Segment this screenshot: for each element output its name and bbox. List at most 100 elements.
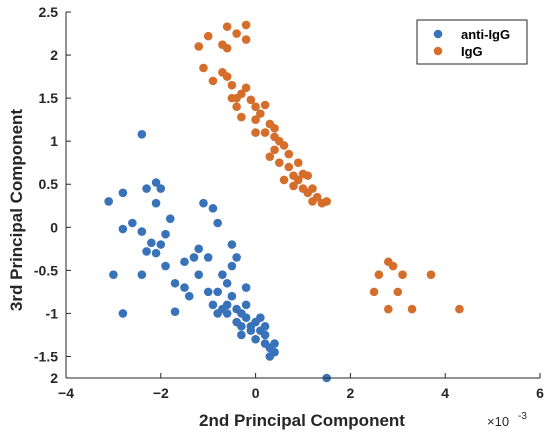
y-tick-label: -1: [46, 305, 59, 321]
y-tick-label: 2.5: [39, 4, 59, 20]
data-point: [374, 270, 384, 279]
data-point: [308, 184, 317, 193]
data-point: [256, 313, 265, 323]
legend-label: anti-IgG: [461, 27, 510, 42]
data-point: [232, 102, 241, 112]
data-point: [142, 184, 151, 193]
data-point: [118, 224, 128, 234]
data-point: [156, 240, 166, 249]
data-point: [156, 184, 166, 193]
data-point: [251, 334, 260, 344]
data-point: [279, 141, 289, 150]
data-point: [241, 20, 251, 30]
data-point: [151, 178, 161, 187]
data-point: [208, 204, 218, 213]
data-point: [199, 63, 208, 73]
data-point: [184, 291, 194, 301]
data-point: [241, 300, 251, 310]
legend: anti-IgG IgG: [416, 19, 528, 65]
data-point: [275, 158, 284, 168]
data-point: [213, 309, 222, 318]
data-point: [237, 322, 246, 331]
data-point: [227, 261, 237, 271]
data-point: [137, 129, 147, 139]
y-tick-label: 2: [50, 47, 58, 63]
data-point: [260, 322, 270, 331]
data-point: [147, 238, 156, 248]
data-point: [260, 128, 270, 137]
data-point: [222, 22, 232, 31]
data-point: [170, 307, 180, 316]
data-point: [189, 253, 199, 262]
data-point: [312, 192, 322, 202]
x-tick-label: 6: [536, 385, 544, 401]
plot-area: [104, 20, 464, 383]
data-point: [142, 247, 151, 256]
legend-marker: [433, 29, 443, 39]
data-point: [194, 270, 204, 279]
data-point: [293, 175, 303, 185]
data-point: [151, 248, 161, 258]
y-tick-label: -1.5: [34, 348, 58, 364]
data-point: [246, 326, 256, 335]
data-point: [227, 80, 237, 90]
data-point: [455, 304, 464, 314]
data-point: [165, 214, 175, 223]
x-axis-label: 2nd Principal Component: [199, 411, 405, 430]
data-point: [251, 128, 260, 137]
x-tick-label: 0: [252, 385, 260, 401]
data-point: [232, 93, 241, 103]
data-point: [227, 291, 237, 301]
series-anti-igg: [104, 129, 332, 383]
data-point: [104, 197, 113, 206]
data-point: [232, 253, 241, 262]
data-point: [213, 218, 222, 228]
data-point: [170, 278, 180, 288]
data-point: [270, 145, 279, 155]
data-point: [270, 339, 279, 348]
y-tick-label: 0.5: [39, 176, 59, 192]
data-point: [251, 115, 260, 124]
data-point: [237, 112, 246, 122]
data-point: [194, 42, 204, 51]
data-point: [251, 102, 260, 112]
data-point: [398, 270, 407, 279]
data-point: [232, 29, 241, 38]
x-exponent-label: ×10: [487, 414, 509, 429]
data-point: [279, 175, 289, 185]
data-point: [241, 83, 251, 93]
data-point: [265, 152, 275, 161]
data-point: [222, 309, 232, 318]
y-tick-label: 2: [50, 370, 58, 386]
x-tick-label: −2: [153, 385, 169, 401]
data-point: [118, 188, 128, 198]
data-point: [118, 309, 128, 318]
data-point: [322, 197, 332, 206]
y-tick-label: 1.5: [39, 90, 59, 106]
data-point: [203, 253, 213, 262]
data-point: [222, 72, 232, 81]
data-point: [426, 270, 436, 279]
data-point: [270, 123, 279, 133]
data-point: [241, 35, 251, 44]
x-tick-label: 2: [347, 385, 355, 401]
y-tick-label: 1: [50, 133, 58, 149]
y-tick-label: -0.5: [34, 262, 58, 278]
series-igg: [194, 20, 464, 314]
y-axis-label: 3rd Principal Component: [7, 109, 26, 311]
data-point: [222, 300, 232, 310]
data-point: [289, 181, 298, 191]
data-point: [151, 198, 161, 208]
data-point: [109, 270, 118, 279]
data-point: [161, 229, 170, 239]
data-point: [137, 270, 147, 279]
legend-box: [416, 19, 528, 65]
data-point: [256, 109, 265, 118]
data-point: [388, 261, 398, 271]
data-point: [260, 330, 270, 340]
data-point: [128, 218, 137, 228]
data-point: [199, 198, 208, 208]
legend-label: IgG: [461, 44, 483, 59]
